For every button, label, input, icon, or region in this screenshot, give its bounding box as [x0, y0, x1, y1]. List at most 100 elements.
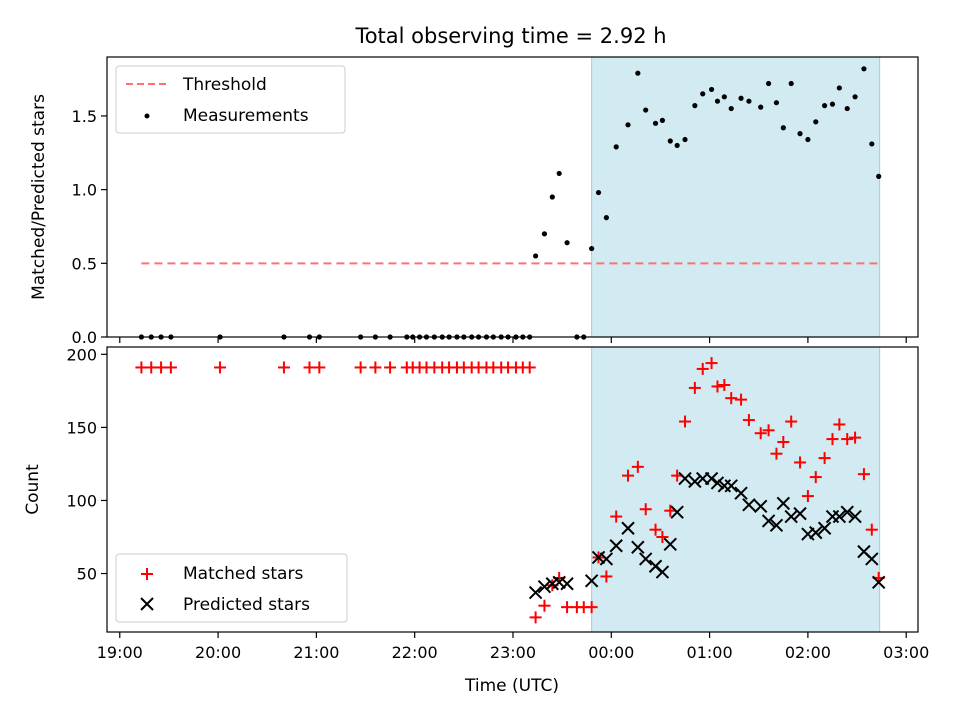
- matched-star-point: [742, 414, 755, 427]
- top-x-ticks: [119, 337, 907, 343]
- matched-star-point: [809, 471, 822, 484]
- measurements-legend-label: Measurements: [183, 106, 309, 126]
- measurement-point: [556, 170, 562, 177]
- predicted-star-stroke-b: [761, 514, 776, 528]
- predicted-star-stroke-b: [840, 505, 854, 519]
- predicted-star-stroke-b: [809, 525, 823, 540]
- measurement-point: [652, 120, 659, 126]
- predicted-star-point: [655, 565, 670, 579]
- measurement-point: [595, 189, 602, 196]
- x-axis-label: Time (UTC): [464, 676, 559, 696]
- predicted-star-point: [865, 552, 879, 566]
- matched-star-point: [696, 362, 709, 375]
- top-legend: Threshold Measurements: [115, 65, 346, 134]
- predicted-star-point: [609, 539, 623, 553]
- measurement-point: [773, 100, 780, 106]
- measurement-point: [692, 103, 698, 109]
- measurement-point: [635, 70, 641, 76]
- measurement-point: [813, 119, 819, 125]
- predicted-star-point: [871, 575, 886, 590]
- matched-star-point: [664, 504, 677, 517]
- top-y-tick-label: 0.0: [72, 328, 97, 347]
- figure-title: Total observing time = 2.92 h: [354, 24, 666, 48]
- predicted-star-stroke-b: [724, 479, 738, 493]
- matched-star-point: [833, 418, 846, 431]
- predicted-star-stroke-b: [648, 559, 663, 573]
- predicted-star-stroke-b: [621, 521, 635, 535]
- matched-star-point: [585, 601, 598, 614]
- matched-star-point: [384, 361, 397, 374]
- matched-star-point: [849, 431, 862, 444]
- top-y-tick-label: 0.5: [72, 254, 97, 273]
- matched-star-point: [865, 523, 878, 536]
- measurement-point: [564, 240, 570, 246]
- matched-star-point: [818, 452, 831, 465]
- matched-legend-label: Matched stars: [183, 564, 303, 584]
- bottom-x-tick-label: 19:00: [97, 643, 143, 662]
- predicted-star-point: [784, 509, 798, 524]
- bottom-x-tick-label: 20:00: [195, 643, 241, 662]
- measurement-point: [613, 144, 619, 150]
- matched-star-point: [538, 599, 551, 612]
- predicted-star-stroke-b: [710, 476, 725, 490]
- measurement-point: [765, 80, 772, 87]
- predicted-star-point: [710, 476, 725, 490]
- measurement-point: [788, 80, 794, 87]
- top-series: [138, 66, 882, 340]
- bottom-x-axis: 19:00 20:00 21:00 22:00 23:00 00:00 01:00 02:00…: [97, 632, 929, 662]
- bottom-x-tick-label: 22:00: [392, 643, 438, 662]
- observing-window-shade: [591, 56, 881, 338]
- predicted-star-stroke-b: [599, 552, 614, 566]
- matched-star-point: [164, 361, 177, 374]
- top-legend-box: [115, 65, 346, 134]
- matched-star-point: [313, 361, 326, 374]
- top-axes-frame: [106, 56, 919, 338]
- predicted-star-stroke-b: [776, 496, 791, 511]
- matched-star-point: [857, 468, 870, 481]
- bottom-y-tick-label: 200: [66, 345, 97, 364]
- top-y-tick-label: 1.0: [72, 181, 97, 200]
- matched-star-point: [688, 381, 701, 394]
- bottom-x-tick-label: 21:00: [293, 643, 339, 662]
- bottom-axes-frame: [106, 346, 919, 633]
- measurement-point: [822, 103, 828, 109]
- matched-star-point: [794, 456, 807, 469]
- bottom-y-tick-label: 100: [66, 491, 97, 510]
- predicted-star-point: [793, 506, 807, 521]
- matched-legend-marker: [141, 568, 153, 580]
- predicted-star-stroke-b: [871, 575, 886, 590]
- top-y-axis-label: Matched/Predicted stars: [29, 94, 49, 300]
- predicted-star-point: [742, 498, 756, 512]
- predicted-star-stroke-b: [704, 471, 719, 486]
- bottom-panel: 50 100 150 200 19:00 20:00 21:00 22:00 23:00 00:…: [23, 345, 929, 696]
- measurement-point: [625, 122, 631, 128]
- measurement-point: [708, 86, 715, 93]
- predicted-star-stroke-b: [678, 471, 692, 486]
- measurement-point: [869, 141, 875, 147]
- bottom-x-tick-label: 01:00: [687, 643, 733, 662]
- measurement-point: [797, 131, 803, 137]
- matched-star-point: [770, 447, 783, 460]
- matched-star-point: [718, 379, 731, 391]
- matched-star-point: [610, 510, 623, 523]
- matched-star-point: [711, 380, 724, 393]
- measurements-legend-marker: [144, 113, 150, 119]
- measurement-point: [728, 105, 734, 112]
- predicted-star-stroke-b: [848, 509, 862, 524]
- predicted-star-stroke-b: [591, 550, 606, 565]
- top-panel: 0.0 0.5 1.0 1.5 Matched/Predicted stars Thr…: [29, 56, 919, 347]
- predicted-legend-marker: [140, 597, 154, 611]
- predicted-star-point: [761, 514, 776, 528]
- bottom-y-tick-label: 150: [66, 418, 97, 437]
- measurement-point: [700, 91, 706, 97]
- predicted-star-stroke-b: [537, 579, 552, 594]
- predicted-star-point: [670, 505, 684, 519]
- predicted-star-stroke-b: [670, 505, 684, 519]
- predicted-star-stroke-b: [857, 544, 871, 559]
- predicted-star-point: [584, 574, 599, 588]
- measurement-point: [721, 94, 727, 100]
- matched-star-point: [841, 433, 854, 446]
- matched-star-point: [523, 361, 536, 374]
- measurement-point: [829, 101, 836, 107]
